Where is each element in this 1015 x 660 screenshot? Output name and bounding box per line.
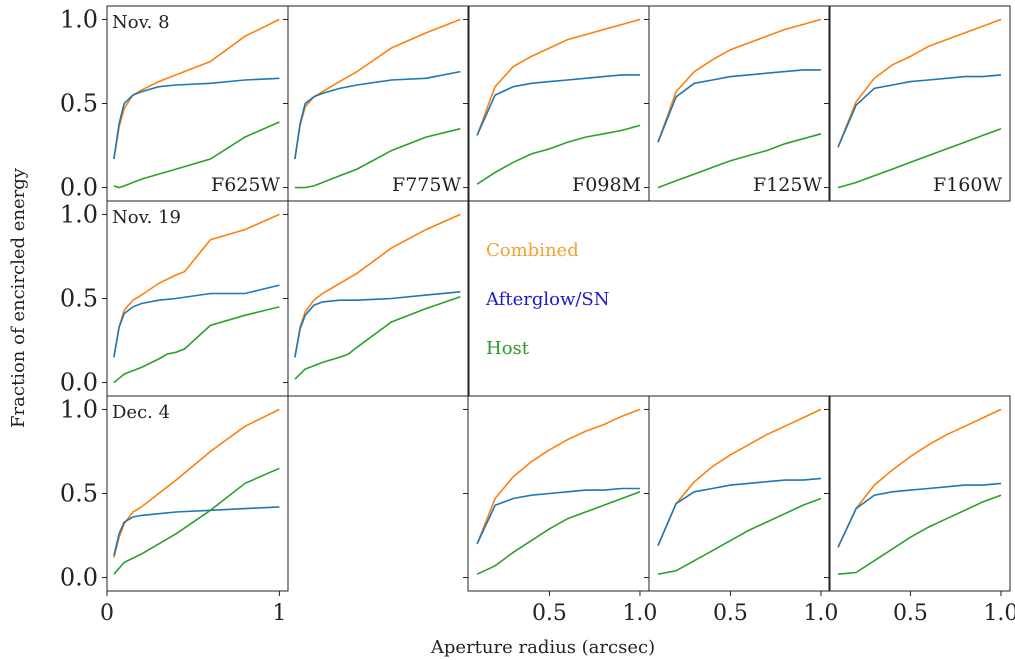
filter-label: F098M bbox=[572, 174, 641, 196]
x-tick-label: 0 bbox=[100, 601, 114, 626]
date-label: Dec. 4 bbox=[112, 402, 170, 423]
panel-frame bbox=[828, 395, 1011, 592]
y-tick-label: 1.0 bbox=[60, 200, 98, 228]
series-line-combined bbox=[294, 213, 461, 358]
panel-frame bbox=[106, 5, 289, 202]
series-line-combined bbox=[113, 408, 280, 558]
series-line-afterglow bbox=[657, 477, 822, 546]
series-line-combined bbox=[657, 408, 822, 546]
y-tick-label: 0.5 bbox=[60, 285, 98, 313]
x-tick-label: 1 bbox=[272, 601, 286, 626]
x-tick-label: 1.0 bbox=[803, 601, 838, 626]
panel-frame bbox=[467, 395, 650, 592]
x-tick-label: 0.5 bbox=[532, 601, 567, 626]
legend-host: Host bbox=[486, 338, 530, 359]
series-line-combined bbox=[113, 18, 280, 160]
panel-r0-c4: F160W bbox=[824, 5, 1011, 202]
series-line-host bbox=[657, 133, 822, 189]
y-tick-label: 0.0 bbox=[60, 174, 98, 202]
panel-grid: 0.0 0.5 1.0 Nov. 8 F625W F775W F098M F125W F160W… bbox=[60, 5, 1015, 626]
legend-combined: Combined bbox=[486, 240, 579, 261]
series-line-afterglow bbox=[113, 284, 280, 358]
x-tick-label: 0.5 bbox=[713, 601, 748, 626]
series-line-afterglow bbox=[113, 77, 280, 160]
panel-frame bbox=[648, 5, 831, 202]
series-line-host bbox=[476, 124, 641, 185]
y-tick-label: 1.0 bbox=[60, 395, 98, 423]
panel-r1-c1 bbox=[283, 200, 470, 397]
y-tick-label: 0.0 bbox=[60, 369, 98, 397]
series-line-combined bbox=[837, 18, 1002, 148]
series-line-host bbox=[657, 497, 822, 575]
panel-frame bbox=[648, 395, 831, 592]
series-line-afterglow bbox=[837, 74, 1002, 148]
series-line-host bbox=[113, 306, 280, 384]
panel-r0-c3: F125W bbox=[644, 5, 831, 202]
y-tick-label: 0.5 bbox=[60, 90, 98, 118]
legend: Combined Afterglow/SN Host bbox=[485, 240, 610, 359]
filter-label: F625W bbox=[211, 174, 280, 196]
series-line-host bbox=[837, 494, 1002, 575]
filter-label: F160W bbox=[933, 174, 1002, 196]
panel-r2-c2: 0.5 1.0 bbox=[463, 395, 657, 626]
series-line-afterglow bbox=[476, 74, 640, 136]
y-tick-label: 0.5 bbox=[60, 480, 98, 508]
y-tick-label: 0.0 bbox=[60, 564, 98, 592]
series-line-afterglow bbox=[113, 506, 280, 556]
panel-r0-c0: 0.0 0.5 1.0 Nov. 8 F625W bbox=[60, 5, 289, 202]
panel-r0-c2: F098M bbox=[463, 5, 650, 202]
panel-r0-c1: F775W bbox=[283, 5, 470, 202]
panel-r2-c4: 0.5 1.0 bbox=[824, 395, 1015, 626]
series-line-combined bbox=[657, 18, 822, 143]
panel-r2-c3: 0.5 1.0 bbox=[644, 395, 838, 626]
filter-label: F775W bbox=[392, 174, 461, 196]
series-line-afterglow bbox=[657, 69, 821, 143]
legend-afterglow-sn: Afterglow/SN bbox=[485, 289, 610, 310]
series-line-host bbox=[294, 296, 461, 380]
y-tick-label: 1.0 bbox=[60, 5, 98, 33]
x-axis-label: Aperture radius (arcsec) bbox=[430, 637, 655, 658]
panel-r2-c0: 0.0 0.5 1.0 0 1 Dec. 4 bbox=[60, 395, 289, 626]
panel-frame bbox=[287, 5, 470, 202]
x-tick-label: 1.0 bbox=[622, 601, 657, 626]
series-line-afterglow bbox=[837, 482, 1002, 548]
x-tick-label: 1.0 bbox=[983, 601, 1015, 626]
filter-label: F125W bbox=[753, 174, 822, 196]
series-line-afterglow bbox=[294, 70, 461, 160]
series-line-combined bbox=[113, 213, 280, 358]
series-line-host bbox=[113, 467, 280, 575]
series-line-host bbox=[476, 491, 641, 575]
series-line-afterglow bbox=[294, 291, 461, 358]
series-line-combined bbox=[294, 18, 461, 160]
series-line-combined bbox=[837, 408, 1002, 548]
panel-frame bbox=[106, 395, 289, 592]
series-line-combined bbox=[476, 18, 641, 136]
series-line-combined bbox=[476, 408, 641, 545]
series-line-host bbox=[113, 121, 280, 189]
series-line-host bbox=[837, 127, 1002, 189]
date-label: Nov. 8 bbox=[112, 12, 170, 33]
x-tick-label: 0.5 bbox=[893, 601, 928, 626]
date-label: Nov. 19 bbox=[112, 207, 181, 228]
y-axis-label: Fraction of encircled energy bbox=[8, 167, 29, 428]
panel-frame bbox=[106, 200, 289, 397]
series-line-host bbox=[294, 127, 461, 189]
series-line-afterglow bbox=[476, 487, 640, 545]
panel-r1-c0: 0.0 0.5 1.0 Nov. 19 bbox=[60, 200, 289, 397]
